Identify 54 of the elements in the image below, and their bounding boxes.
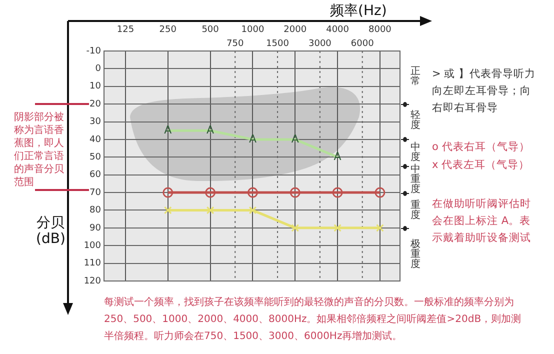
text: 每测试一个频率，找到孩子在该频率能听到的最轻微的声音的分贝数。一般标准的频率分别为250、500、1000、2000、4000、8000Hz。如果相邻倍频程之间听阈差值>20dB，则加测半倍频程。听力师会在750、1500、3000、6000Hz再增加测试。: [104, 296, 522, 344]
ref-line-label: 6000: [350, 38, 374, 49]
y-tick-label: -10: [86, 46, 102, 56]
point: [291, 224, 300, 232]
point: [162, 187, 174, 198]
y-tick-label: 60: [90, 170, 102, 180]
annotation: A: [248, 132, 257, 146]
point: [376, 224, 384, 232]
x-tick-label: 2000: [284, 24, 307, 35]
y-tick-label: 10: [90, 82, 102, 92]
x-tick-label: 500: [202, 24, 220, 35]
y-tick-label: 70: [90, 188, 102, 198]
x-tick-label: 4000: [326, 24, 350, 35]
ref-line-label: 3000: [308, 38, 332, 49]
point: [334, 224, 342, 232]
point: [164, 206, 172, 214]
annotation: A: [206, 123, 215, 136]
text: 轻度: [410, 110, 421, 131]
text: 阴影部分被称为言语香蕉图，即人们正常言语的声音分贝范围: [14, 111, 65, 189]
y-tick-label: 0: [95, 64, 102, 74]
point: [248, 206, 257, 214]
text: > 或 】代表骨导听力向左即左耳骨导；向右即右耳骨导: [432, 67, 536, 116]
y-tick-label: 20: [90, 99, 102, 110]
text: o 代表右耳（气导）: [432, 140, 531, 155]
point: [332, 187, 343, 198]
y-tick-label: 40: [90, 134, 102, 145]
point: [205, 187, 216, 198]
text: 极重度: [410, 239, 421, 270]
y-tick-label: 50: [90, 152, 102, 162]
text: 中重度: [410, 164, 421, 195]
x-tick-label: 125: [116, 24, 134, 35]
annotation: A: [291, 132, 300, 146]
point: [247, 187, 258, 198]
text: 中度: [410, 142, 421, 162]
ref-line-label: 750: [226, 38, 244, 49]
text: 重度: [410, 200, 421, 221]
y-tick-label: 90: [90, 223, 102, 234]
y-tick-label: 30: [90, 117, 102, 128]
text: 正常: [410, 66, 421, 87]
ref-line-label: 1500: [266, 38, 290, 49]
y-axis-title: 分贝(dB): [36, 215, 66, 247]
point: [290, 187, 300, 198]
y-tick-label: 120: [84, 276, 102, 286]
x-tick-label: 8000: [368, 24, 392, 35]
x-tick-label: 1000: [241, 24, 264, 35]
point: [374, 187, 386, 198]
y-tick-label: 80: [90, 206, 102, 216]
y-tick-label: 100: [84, 240, 102, 251]
text: 在做助听听阈评估时会在图上标注 A。表示戴着助听设备测试: [432, 197, 532, 246]
x-axis-title: 频率(Hz): [330, 2, 387, 20]
y-tick-label: 110: [84, 258, 102, 269]
x-tick-label: 250: [159, 24, 177, 35]
point: [206, 206, 214, 214]
text: x 代表左耳（气导）: [432, 158, 531, 173]
